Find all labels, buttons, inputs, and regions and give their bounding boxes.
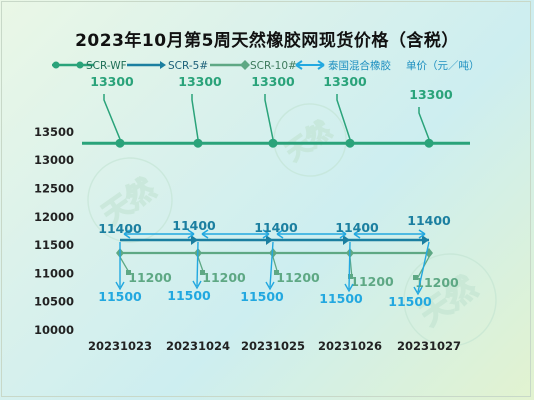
data-label-scr-10: 11200 (350, 274, 394, 289)
leader-line-scr-wf (264, 94, 274, 140)
legend: SCR-WF SCR-5# SCR-10# 泰国混合橡胶 单价（元／吨） (52, 59, 480, 72)
data-label-thai-mix: 11500 (319, 291, 363, 306)
data-point-thai-mix (276, 229, 347, 239)
x-tick-label: 20231023 (88, 339, 152, 353)
arrow-thai-mix (265, 281, 275, 291)
leader-line-scr-wf (336, 94, 351, 140)
label-marker-scr-10 (126, 270, 131, 275)
data-label-scr-wf: 13300 (90, 74, 134, 89)
data-label-scr-10: 11200 (276, 270, 320, 285)
data-label-thai-mix: 11500 (388, 294, 432, 309)
leader-line-thai-mix (348, 241, 351, 290)
data-label-scr-wf: 13300 (251, 74, 295, 89)
arrow-thai-mix (413, 286, 423, 296)
y-tick-label: 13000 (34, 153, 74, 167)
data-point-scr-wf (424, 138, 434, 148)
data-point-scr-wf (193, 138, 203, 148)
data-point-scr-wf (115, 138, 125, 148)
data-label-thai-mix: 11500 (98, 289, 142, 304)
data-point-scr-5 (343, 235, 350, 245)
data-label-scr-10: 11200 (415, 275, 459, 290)
y-tick-label: 11000 (34, 266, 74, 280)
data-point-scr-wf (268, 138, 278, 148)
label-marker-scr-10 (413, 275, 418, 280)
data-label-scr-10: 11200 (202, 270, 246, 285)
label-marker-scr-10 (200, 270, 205, 275)
chart-title: 2023年10月第5周天然橡胶网现货价格（含税） (75, 31, 459, 51)
x-tick-label: 20231026 (318, 339, 382, 353)
leader-line-thai-mix (196, 241, 199, 287)
legend-marker-scr-5 (160, 61, 166, 69)
x-tick-label: 20231027 (397, 339, 461, 353)
data-label-scr-10: 11200 (128, 270, 172, 285)
label-marker-scr-10 (348, 274, 353, 279)
data-label-scr-wf: 13300 (409, 87, 453, 102)
leader-line-scr-wf (103, 94, 121, 140)
plot-area: 13300 13300 13300 13300 13300 11400 11200 11500… (82, 74, 470, 309)
y-tick-label: 11500 (34, 238, 74, 252)
data-label-scr-5: 11400 (254, 220, 298, 235)
data-point-scr-wf (345, 138, 355, 148)
y-tick-label: 13500 (34, 125, 74, 139)
data-point-thai-mix (353, 229, 426, 239)
leader-line-scr-wf (418, 107, 430, 140)
data-point-scr-10 (269, 248, 277, 258)
label-marker-scr-10 (274, 270, 279, 275)
data-label-scr-5: 11400 (172, 218, 216, 233)
svg-text:天然: 天然 (281, 116, 336, 166)
arrow-thai-mix (344, 283, 354, 293)
leader-line-thai-mix (417, 241, 430, 293)
axes: 10000 10500 11000 11500 12000 12500 13000 13500… (34, 125, 461, 353)
legend-marker-thai-mix (295, 60, 325, 70)
arrow-thai-mix (115, 281, 125, 291)
legend-marker-scr-wf (76, 61, 84, 69)
leader-line-thai-mix (269, 241, 274, 288)
data-label-scr-5: 11400 (335, 220, 379, 235)
y-tick-label: 12000 (34, 210, 74, 224)
arrow-thai-mix (192, 280, 202, 290)
data-point-scr-5 (266, 235, 273, 245)
x-tick-label: 20231024 (166, 339, 230, 353)
legend-label-scr-5: SCR-5# (168, 60, 208, 72)
data-point-thai-mix (201, 229, 270, 239)
data-label-thai-mix: 11500 (167, 288, 211, 303)
data-label-scr-5: 11400 (407, 213, 451, 228)
data-label-scr-5: 11400 (98, 221, 142, 236)
y-tick-label: 12500 (34, 182, 74, 196)
x-tick-label: 20231025 (241, 339, 305, 353)
data-point-scr-5 (422, 235, 429, 245)
legend-label-scr-10: SCR-10# (250, 60, 297, 72)
legend-label-scr-wf: SCR-WF (86, 60, 127, 72)
data-point-thai-mix (123, 229, 195, 239)
legend-marker-scr-10 (240, 60, 250, 70)
y-tick-label: 10500 (34, 295, 74, 309)
y-tick-label: 10000 (34, 323, 74, 337)
data-label-scr-wf: 13300 (178, 74, 222, 89)
data-label-scr-wf: 13300 (323, 74, 367, 89)
unit-label: 单价（元／吨） (406, 59, 480, 72)
leader-line-scr-wf (191, 94, 199, 140)
legend-marker-scr-wf (52, 61, 60, 69)
data-point-scr-5 (191, 235, 198, 245)
data-label-thai-mix: 11500 (240, 289, 284, 304)
legend-label-thai-mix: 泰国混合橡胶 (328, 59, 391, 72)
